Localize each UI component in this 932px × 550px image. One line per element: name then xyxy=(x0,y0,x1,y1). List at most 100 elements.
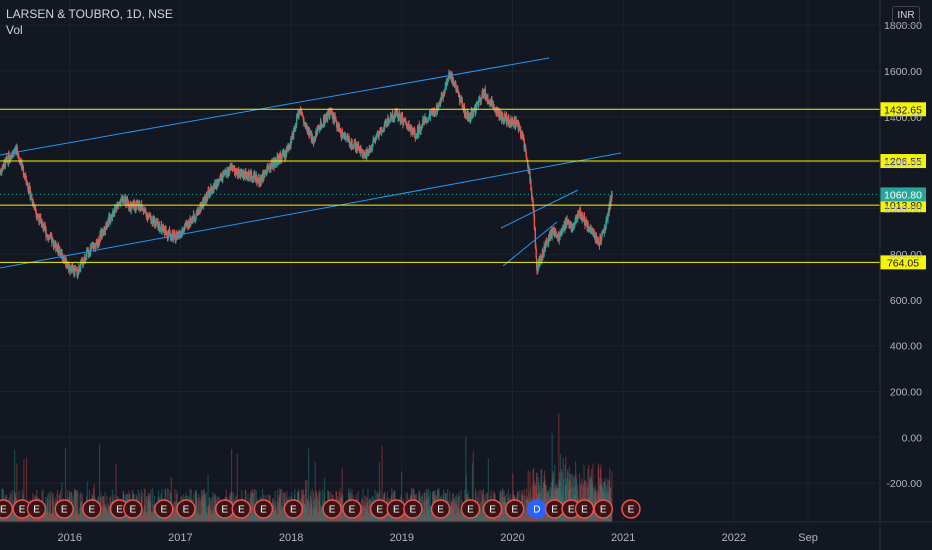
earnings-marker[interactable]: E xyxy=(109,499,130,519)
volume-bar xyxy=(424,492,426,522)
candle-body xyxy=(120,200,122,202)
earnings-marker[interactable]: E xyxy=(154,499,174,519)
candle-body xyxy=(417,127,419,135)
volume-bar xyxy=(590,468,593,522)
volume-bar xyxy=(430,506,432,522)
candle-body xyxy=(327,112,330,117)
earnings-marker[interactable]: E xyxy=(403,499,423,519)
volume-bar xyxy=(61,515,64,522)
candle-body xyxy=(207,190,209,198)
wedge-upper-line[interactable] xyxy=(500,189,579,229)
lower-channel-line[interactable] xyxy=(0,152,622,269)
volume-bar xyxy=(569,473,571,522)
earnings-marker[interactable]: E xyxy=(26,499,47,519)
volume-bar xyxy=(145,496,147,522)
volume-bar xyxy=(192,514,194,522)
price-axis[interactable]: 1800.001600.001400.001200.001000.00800.0… xyxy=(879,0,922,550)
candle-body xyxy=(611,194,613,199)
volume-bar xyxy=(316,510,319,522)
volume-bar xyxy=(106,512,109,522)
event-marker-label: E xyxy=(19,505,26,516)
volume-bar xyxy=(147,500,149,522)
candle-body xyxy=(16,147,18,155)
earnings-marker[interactable]: E xyxy=(430,499,451,519)
earnings-marker-circle xyxy=(504,499,525,519)
earnings-marker[interactable]: E xyxy=(574,499,595,519)
earnings-marker[interactable]: E xyxy=(54,499,74,519)
currency-button[interactable]: INR xyxy=(892,6,920,25)
time-tick-label: 2016 xyxy=(57,532,81,544)
level-badge[interactable] xyxy=(880,255,926,270)
volume-bar xyxy=(350,515,352,522)
wedge-lower-line[interactable] xyxy=(502,221,558,267)
earnings-marker[interactable]: E xyxy=(504,499,525,519)
candle-body xyxy=(149,214,152,219)
earnings-marker[interactable]: E xyxy=(82,499,102,519)
earnings-marker[interactable]: E xyxy=(369,499,390,519)
horizontal-levels[interactable]: 1432.65 1206.55 1013.80 764.05 xyxy=(0,102,926,270)
earnings-marker[interactable]: E xyxy=(386,499,407,519)
earnings-marker[interactable]: E xyxy=(176,499,196,519)
candle-body xyxy=(475,110,477,113)
volume-bar xyxy=(323,477,326,522)
volume-bar xyxy=(273,502,275,522)
volume-bar xyxy=(210,510,212,522)
candle-body xyxy=(399,112,401,118)
earnings-marker[interactable]: E xyxy=(0,499,14,519)
volume-bar xyxy=(502,488,504,522)
upper-channel-line[interactable] xyxy=(0,57,550,156)
candle-body xyxy=(22,169,25,176)
volume-bar xyxy=(366,509,368,522)
volume-bar xyxy=(274,501,277,522)
candle-body xyxy=(284,152,286,159)
earnings-marker[interactable]: E xyxy=(231,499,252,519)
volume-bar xyxy=(575,478,578,522)
volume-bar xyxy=(425,499,427,522)
volume-bar xyxy=(458,511,461,522)
earnings-marker[interactable]: E xyxy=(253,499,274,519)
volume-bar xyxy=(424,514,427,522)
candle-body xyxy=(368,147,370,154)
candle-body xyxy=(341,129,343,136)
volume-bar xyxy=(143,488,145,522)
candle-body xyxy=(276,156,278,163)
candle-body xyxy=(448,72,451,77)
earnings-marker[interactable]: E xyxy=(460,499,481,519)
volume-bar xyxy=(323,508,325,522)
volume-bar xyxy=(420,515,422,522)
earnings-marker[interactable]: E xyxy=(283,499,304,519)
earnings-marker[interactable]: E xyxy=(342,499,362,519)
earnings-marker[interactable]: E xyxy=(322,499,342,519)
candle-body xyxy=(348,138,351,144)
volume-bar xyxy=(208,497,211,522)
volume-bar xyxy=(462,514,464,522)
volume-bar xyxy=(465,475,467,522)
level-badge[interactable] xyxy=(880,198,926,213)
volume-bar xyxy=(102,496,104,522)
candle-body xyxy=(287,145,289,151)
earnings-marker[interactable]: E xyxy=(621,499,641,519)
earnings-marker-circle xyxy=(54,499,74,519)
dividend-marker[interactable]: D xyxy=(527,499,547,519)
level-badge[interactable] xyxy=(880,102,926,117)
volume-bar xyxy=(457,497,459,522)
volume-bar xyxy=(70,512,72,522)
time-axis[interactable]: 2016 2017 2018 2019 2020 2021 2022 Sep xyxy=(0,521,932,544)
candle-body xyxy=(111,212,114,218)
earnings-marker[interactable]: E xyxy=(214,499,235,519)
earnings-marker[interactable]: E xyxy=(123,499,143,519)
volume-bar xyxy=(311,503,313,522)
trendlines[interactable] xyxy=(0,57,622,269)
earnings-marker[interactable]: E xyxy=(593,499,614,519)
candle-body xyxy=(543,245,545,254)
volume-bar xyxy=(426,492,428,522)
candle-body xyxy=(281,154,283,158)
volume-bar xyxy=(175,502,177,522)
volume-bar xyxy=(387,511,389,522)
earnings-marker[interactable]: E xyxy=(482,499,503,519)
earnings-marker[interactable]: E xyxy=(544,499,565,519)
level-badge[interactable] xyxy=(880,154,926,169)
candle-body xyxy=(329,110,331,116)
